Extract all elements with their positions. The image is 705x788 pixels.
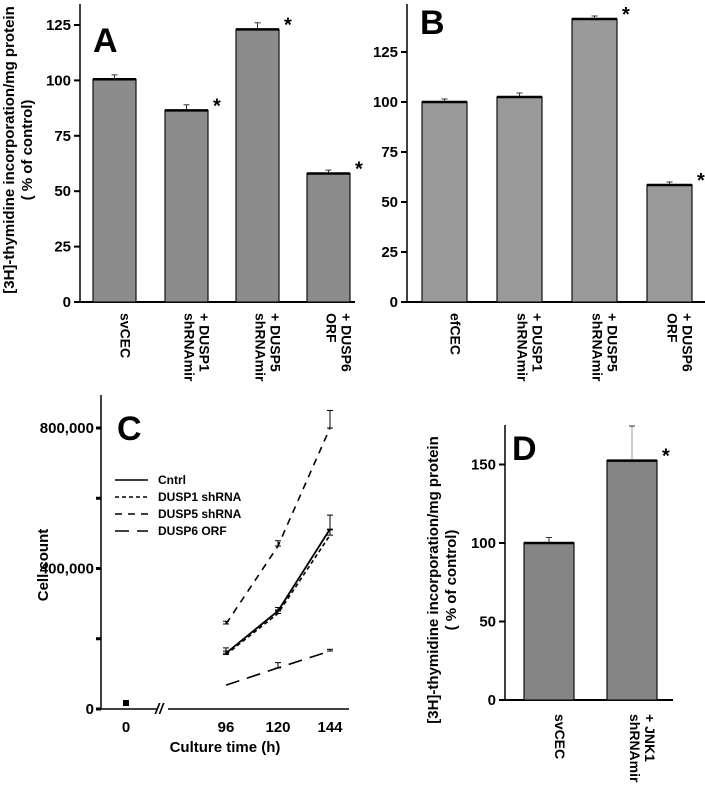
legend-label: DUSP6 ORF [158, 524, 227, 538]
panel-letter-c: C [117, 410, 142, 448]
category-label: svCEC [118, 313, 134, 358]
y-tick-label: 50 [54, 183, 71, 200]
significance-star: * [213, 95, 221, 117]
category-label: + DUSP6 [680, 313, 696, 372]
category-label: ORF [324, 313, 340, 343]
panel-a-y-title: [3H]-thymidine incorporation/mg protein(… [1, 6, 36, 294]
axis-break-marker: // [154, 701, 165, 718]
category-label: shRNAmir [590, 313, 606, 382]
bar-2 [606, 459, 658, 701]
panel-letter-d: D [512, 430, 537, 468]
category-label: shRNAmir [253, 313, 269, 382]
significance-star: * [284, 14, 292, 36]
category-label: + DUSP5 [268, 313, 284, 372]
y-tick-label: 75 [381, 144, 398, 161]
y-tick-label: 400,000 [40, 561, 94, 578]
y-tick-label: 0 [390, 294, 398, 311]
bar-3 [235, 28, 280, 303]
bar-4 [306, 172, 351, 303]
panel-d-y-title: [3H]-thymidine incorporation/mg protein(… [425, 436, 460, 724]
series-dusp5-shrna [223, 409, 333, 625]
significance-star: * [355, 158, 363, 180]
bar-1 [421, 101, 468, 303]
category-label: + DUSP5 [605, 313, 621, 372]
y-axis-title-line2: ( % of control) [19, 100, 36, 201]
y-tick-label: 0 [63, 294, 71, 311]
category-label: svCEC [552, 714, 568, 759]
y-axis-title-line1: [3H]-thymidine incorporation/mg protein [425, 436, 442, 724]
initial-data-point [123, 700, 129, 707]
series-cntrl [223, 514, 333, 654]
x-tick-label: 0 [122, 719, 130, 736]
bar-4 [646, 184, 693, 303]
series-line [225, 427, 331, 625]
series-dusp6-orf [225, 648, 333, 686]
x-tick-label: 144 [317, 719, 343, 736]
category-label: + DUSP1 [530, 313, 546, 372]
legend-label: DUSP5 shRNA [158, 507, 242, 521]
legend-label: Cntrl [158, 473, 186, 487]
category-label: + DUSP1 [197, 313, 213, 372]
y-tick-label: 25 [381, 244, 398, 261]
significance-star: * [662, 446, 670, 468]
series-dusp1-shrna [223, 529, 333, 656]
bar-2 [164, 109, 209, 303]
category-label: shRNAmir [182, 313, 198, 382]
y-axis-title: Cell count [35, 529, 52, 602]
y-tick-label: 75 [54, 128, 71, 145]
bar-3 [571, 18, 618, 303]
panel-letter-b: B [420, 4, 445, 42]
x-tick-label: 120 [265, 719, 290, 736]
y-axis-title-line2: ( % of control) [443, 530, 460, 631]
y-tick-label: 0 [86, 701, 94, 718]
category-label: ORF [665, 313, 681, 343]
bar-1 [523, 542, 575, 701]
category-label: shRNAmir [515, 313, 531, 382]
y-tick-label: 50 [479, 614, 496, 631]
category-label: shRNAmir [627, 714, 643, 783]
y-tick-label: 125 [46, 17, 71, 34]
y-tick-label: 100 [471, 535, 496, 552]
y-tick-label: 0 [488, 692, 496, 709]
y-tick-label: 100 [373, 94, 398, 111]
y-tick-label: 150 [471, 457, 496, 474]
y-tick-label: 25 [54, 239, 71, 256]
x-tick-label: 96 [218, 719, 235, 736]
x-axis-title: Culture time (h) [170, 739, 281, 756]
panel-c: // 0 400,000 800,000 0 96 120 144 Culture time (… [35, 395, 349, 756]
bar-1 [92, 78, 137, 303]
legend-label: DUSP1 shRNA [158, 490, 242, 504]
series-line [225, 528, 331, 654]
y-axis-title-line1: [3H]-thymidine incorporation/mg protein [1, 6, 18, 294]
category-label: + JNK1 [642, 714, 658, 762]
y-tick-label: 50 [381, 194, 398, 211]
y-tick-label: 800,000 [40, 420, 94, 437]
category-label: + DUSP6 [339, 313, 355, 372]
bar-2 [496, 96, 543, 303]
panel-letter-a: A [93, 22, 118, 60]
significance-star: * [622, 4, 630, 26]
category-label: efCEC [448, 313, 464, 355]
y-tick-label: 100 [46, 72, 71, 89]
significance-star: * [697, 170, 705, 192]
y-tick-label: 125 [373, 44, 398, 61]
